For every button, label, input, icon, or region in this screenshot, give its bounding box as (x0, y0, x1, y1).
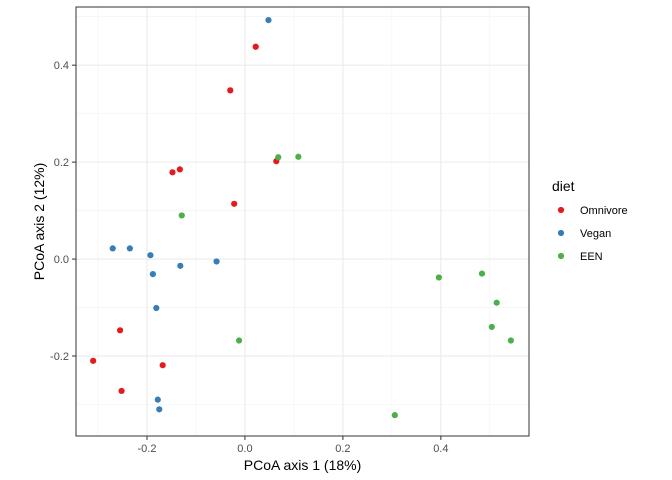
point-vegan (265, 16, 272, 24)
point-een (493, 299, 500, 306)
point-omnivore (176, 166, 183, 173)
point-omnivore (90, 357, 97, 364)
point-vegan (154, 396, 161, 403)
point-vegan (147, 252, 154, 259)
major-gridlines (76, 7, 529, 436)
y-axis-title: PCoA axis 2 (12%) (31, 163, 47, 281)
point-een (235, 337, 243, 344)
legend-key-omnivore (557, 206, 565, 214)
point-omnivore (116, 327, 124, 334)
x-tick-label: 0.4 (433, 443, 448, 455)
point-een (488, 323, 495, 331)
point-vegan (126, 245, 133, 252)
point-een (507, 337, 514, 344)
x-tick-label: 0.2 (335, 443, 350, 455)
point-omnivore (252, 43, 259, 50)
point-een (391, 412, 398, 419)
minor-gridlines (76, 7, 529, 436)
x-tick-label: -0.2 (138, 443, 157, 455)
legend-key-vegan (557, 229, 565, 237)
legend-label-omnivore: Omnivore (580, 205, 628, 217)
point-omnivore (231, 200, 238, 207)
y-tick-label: 0.2 (54, 157, 69, 169)
point-een (295, 153, 302, 160)
x-tick-label: 0.0 (237, 443, 252, 455)
point-een (435, 274, 442, 281)
point-een (275, 154, 282, 161)
legend-key-een (557, 252, 565, 260)
point-vegan (109, 245, 116, 252)
point-vegan (149, 270, 156, 278)
y-tick-label: -0.2 (50, 351, 69, 363)
data-points (90, 16, 514, 419)
panel-border (75, 6, 530, 437)
point-vegan (153, 304, 160, 312)
legend-label-vegan: Vegan (580, 228, 611, 240)
y-tick-label: 0.4 (54, 60, 69, 72)
point-vegan (156, 406, 163, 413)
point-vegan (213, 258, 220, 265)
point-omnivore (227, 87, 234, 94)
legend: diet Omnivore Vegan EEN (552, 178, 628, 263)
point-een (478, 270, 486, 277)
y-tick-label: 0.0 (54, 254, 69, 266)
point-omnivore (118, 387, 125, 395)
point-vegan (177, 262, 184, 269)
x-axis-ticks: -0.2 0.0 0.2 0.4 (138, 436, 448, 455)
point-omnivore (169, 169, 176, 176)
legend-label-een: EEN (580, 251, 603, 263)
legend-title: diet (552, 178, 575, 194)
y-axis-ticks: -0.2 0.0 0.2 0.4 (50, 60, 76, 363)
point-omnivore (159, 362, 166, 369)
point-een (178, 212, 185, 219)
x-axis-title: PCoA axis 1 (18%) (244, 457, 362, 473)
